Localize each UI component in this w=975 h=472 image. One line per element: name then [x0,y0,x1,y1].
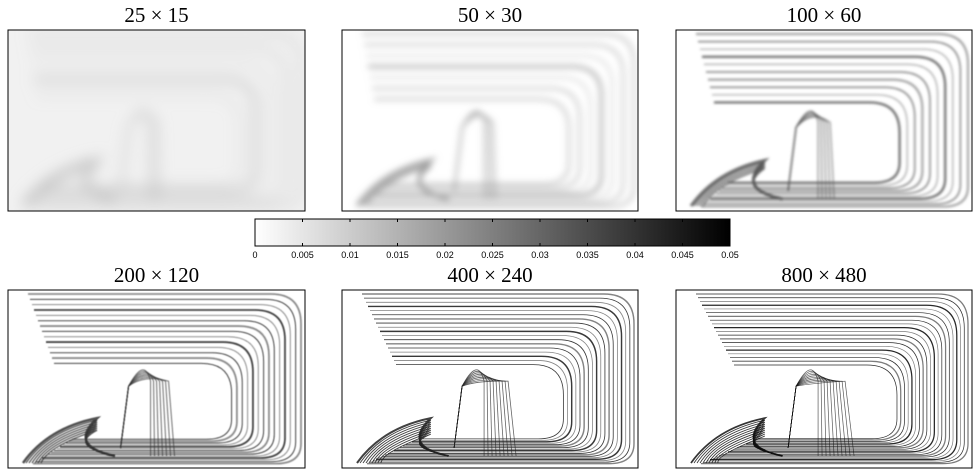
panel-title: 200 × 120 [114,263,199,287]
colorbar [255,219,730,246]
tick-label: 0 [252,250,257,260]
tick-label: 0.01 [341,250,359,260]
panel-title: 400 × 240 [447,263,532,287]
figure: 25 × 15 50 × 30 100 × 60 200 × 120 400 × 240… [0,0,975,472]
tick-label: 0.025 [481,250,504,260]
tick-label: 0.035 [576,250,599,260]
tick-label: 0.02 [436,250,454,260]
tick-label: 0.03 [531,250,549,260]
tick-label: 0.04 [626,250,644,260]
tick-label: 0.015 [386,250,409,260]
panel-title: 50 × 30 [458,3,522,27]
panel-title: 25 × 15 [124,3,188,27]
tick-label: 0.045 [671,250,694,260]
tick-label: 0.05 [721,250,739,260]
tick-label: 0.005 [291,250,314,260]
panel-title: 800 × 480 [781,263,866,287]
panel-title: 100 × 60 [787,3,862,27]
